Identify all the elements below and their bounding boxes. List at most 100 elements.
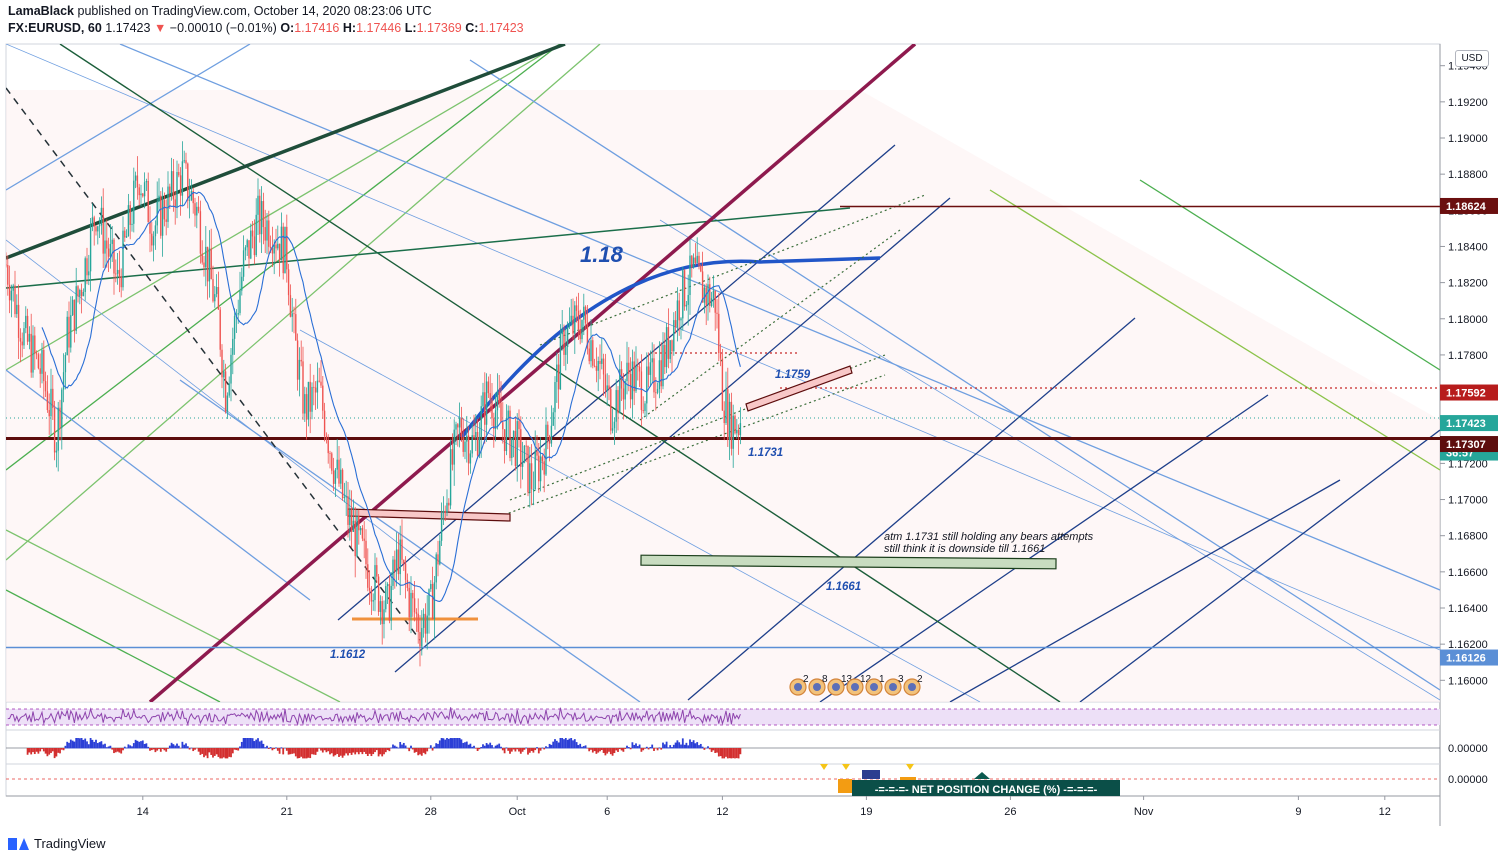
candle-body	[116, 269, 119, 274]
tradingview-logo[interactable]: TradingView	[8, 836, 106, 851]
candle-body	[372, 600, 374, 602]
macd-bar	[500, 746, 502, 749]
macd-bar	[492, 747, 495, 749]
candle-body	[588, 348, 590, 362]
macd-bar	[534, 748, 537, 751]
time-axis[interactable]: 14 21 28 Oct 6 12 19 26 Nov 9 12	[137, 796, 1391, 818]
macd-bar	[539, 748, 542, 751]
candle-body	[428, 589, 430, 616]
macd-bar	[672, 744, 675, 749]
macd-bar	[537, 748, 540, 754]
candle-body	[410, 592, 412, 618]
macd-bar	[523, 748, 526, 750]
macd-bar	[735, 748, 738, 759]
macd-bar	[291, 748, 294, 754]
candle-body	[541, 456, 544, 462]
candle-body	[84, 258, 86, 292]
macd-bar	[645, 746, 648, 749]
candle-body	[149, 222, 151, 234]
macd-bar	[361, 748, 364, 755]
candle-body	[426, 615, 428, 634]
macd-bar	[75, 738, 78, 749]
candle-body	[277, 243, 279, 249]
macd-bar	[50, 748, 52, 753]
price-tag-label: 1.18624	[1446, 201, 1487, 213]
candle-body	[190, 190, 193, 200]
macd-bar	[566, 739, 569, 749]
currency-label[interactable]: USD	[1455, 50, 1489, 67]
candle-body	[518, 421, 520, 430]
macd-bar	[316, 748, 319, 752]
candle-body	[615, 390, 617, 422]
candle-body	[70, 315, 72, 348]
candle-body	[597, 360, 599, 371]
candle-body	[565, 347, 567, 355]
candle-body	[586, 323, 589, 349]
macd-bar	[712, 748, 715, 751]
macd-bar	[96, 743, 99, 749]
candle-body	[338, 459, 340, 484]
price-axis[interactable]: 1.194001.192001.190001.188001.186001.184…	[1440, 61, 1488, 688]
macd-bar	[51, 748, 54, 752]
candle-body	[329, 453, 331, 454]
candle-body	[143, 182, 146, 197]
candle-body	[178, 172, 180, 176]
macd-bar	[215, 748, 218, 755]
price-tick-label: 1.16200	[1448, 639, 1488, 651]
macd-bar	[26, 748, 29, 755]
macd-bar	[626, 745, 628, 749]
macd-bar	[444, 739, 447, 749]
macd-bar	[170, 742, 173, 749]
candle-body	[7, 265, 9, 285]
candle-body	[550, 425, 553, 444]
macd-bar	[419, 748, 421, 755]
candle-body	[302, 361, 304, 414]
candle-body	[637, 366, 639, 368]
candle-body	[275, 244, 277, 249]
candle-body	[246, 240, 248, 248]
macd-bar	[181, 741, 184, 749]
candle-body	[466, 435, 468, 442]
subpane-axis: 0.00000 0.00000	[1448, 743, 1488, 786]
author-name[interactable]: LamaBlack	[8, 4, 75, 18]
macd-bar	[287, 748, 290, 755]
macd-bar	[289, 748, 292, 755]
close-value: 1.17423	[478, 21, 524, 35]
macd-bar	[244, 738, 247, 749]
macd-bar	[586, 748, 589, 749]
candle-body	[575, 305, 578, 311]
candle-body	[460, 418, 463, 438]
economic-events[interactable]: 2 8 13 12 1 3 2	[789, 674, 923, 696]
symbol-name[interactable]: FX:EURUSD, 60	[8, 21, 102, 35]
macd-bar	[305, 748, 308, 759]
macd-bar	[437, 743, 439, 749]
macd-bar	[516, 748, 519, 750]
macd-bar	[253, 741, 256, 749]
macd-bar	[467, 744, 470, 749]
candle-body	[161, 200, 164, 236]
candle-body	[298, 359, 301, 380]
candle-body	[251, 230, 254, 237]
candle-body	[374, 565, 376, 601]
candle-body	[557, 364, 560, 390]
macd-bar	[345, 748, 348, 754]
macd-bar	[35, 748, 38, 752]
candle-body	[397, 549, 400, 575]
macd-bar	[212, 748, 214, 758]
macd-bar	[401, 744, 403, 749]
candle-body	[291, 313, 293, 317]
candle-body	[651, 358, 653, 363]
time-tick-label: Oct	[509, 806, 526, 818]
candle-body	[10, 290, 13, 301]
candle-body	[653, 358, 655, 393]
candle-body	[602, 358, 605, 375]
macd-bar	[374, 748, 376, 753]
macd-bar	[739, 748, 742, 755]
candle-body	[413, 598, 416, 613]
time-tick-label: 21	[281, 806, 293, 818]
candle-body	[629, 374, 632, 400]
candle-body	[80, 289, 83, 297]
candle-body	[613, 421, 616, 429]
macd-bar	[158, 748, 160, 750]
